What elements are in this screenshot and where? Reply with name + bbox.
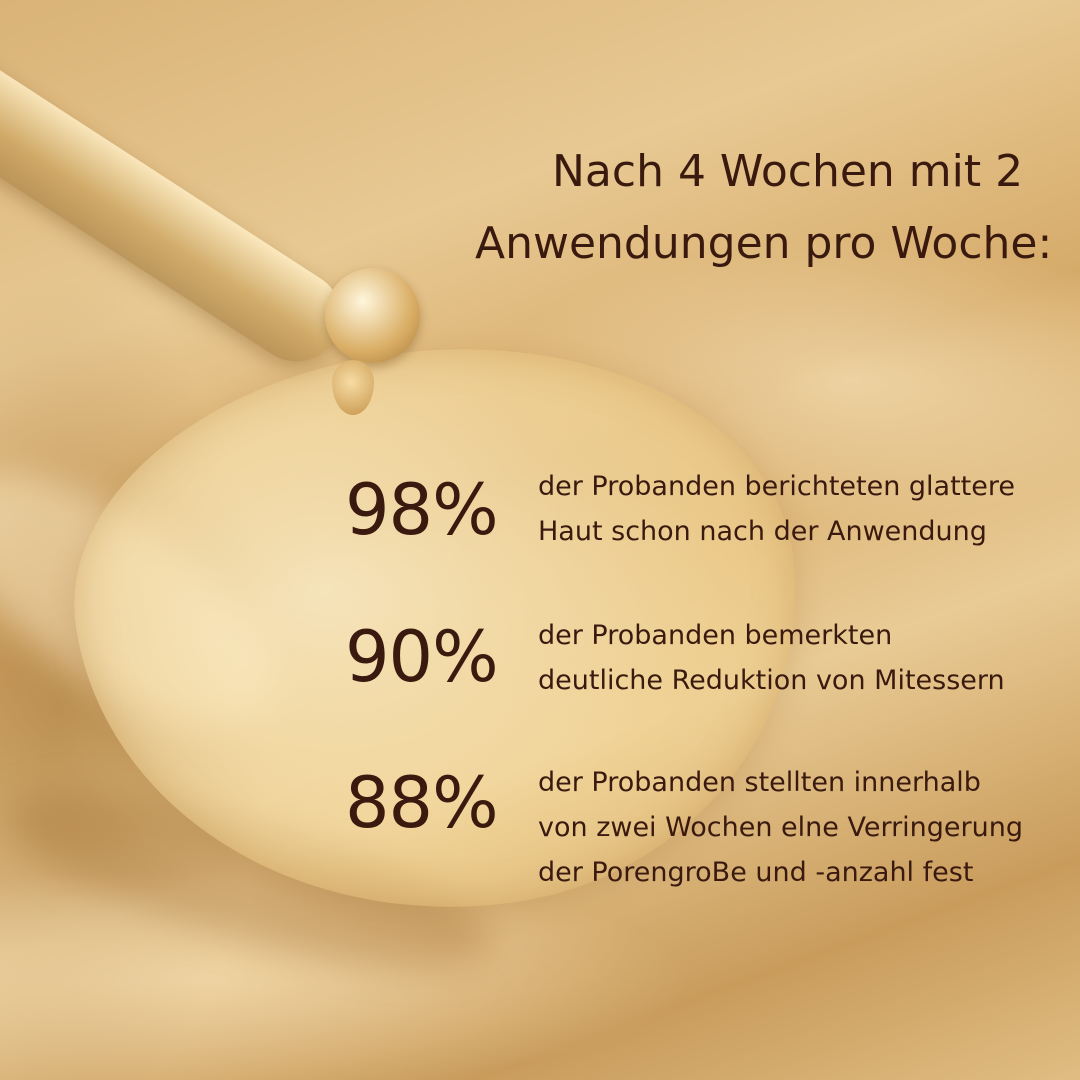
pipette-image [0, 47, 359, 379]
stat-value: 88% [345, 762, 499, 844]
stat-line: der Probanden bemerkten [538, 620, 893, 651]
stat-line: Haut schon nach der Anwendung [538, 516, 987, 547]
headline-line-2: Anwendungen pro Woche: [475, 218, 1053, 269]
stat-value: 98% [345, 469, 499, 551]
headline-line-1: Nach 4 Wochen mit 2 [552, 146, 1024, 197]
stat-line: deutliche Reduktion von Mitessern [538, 665, 1005, 696]
stat-line: der PorengroBe und -anzahl fest [538, 857, 974, 888]
serum-drip [332, 360, 374, 415]
pipette-tip-drop [325, 268, 420, 363]
stat-line: der Probanden berichteten glattere [538, 471, 1015, 502]
stat-description: der Probanden berichteten glattere Haut … [538, 464, 1015, 554]
stat-line: von zwei Wochen elne Verringerung [538, 812, 1023, 843]
stat-description: der Probanden stellten innerhalb von zwe… [538, 760, 1023, 895]
stat-line: der Probanden stellten innerhalb [538, 767, 981, 798]
stat-value: 90% [345, 616, 499, 698]
stat-description: der Probanden bemerkten deutliche Redukt… [538, 613, 1005, 703]
